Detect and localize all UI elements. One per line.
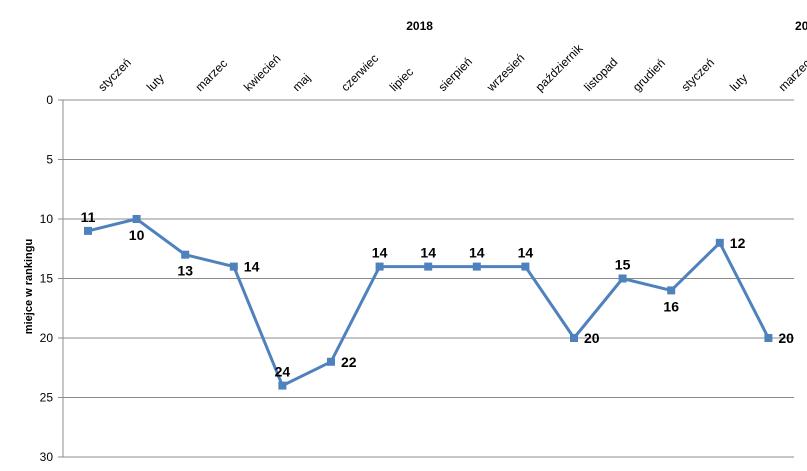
data-label: 14 [518, 245, 534, 261]
data-label: 20 [584, 330, 600, 346]
x-tick-label: lipiec [387, 65, 416, 94]
x-axis-tick-labels: styczeń luty marzec kwiecień maj czerwiec lipi… [95, 41, 807, 95]
y-axis-title: miejce w rankingu [23, 239, 35, 334]
data-label: 14 [244, 259, 260, 275]
data-point [229, 262, 238, 271]
data-point [715, 238, 724, 247]
series-markers [84, 215, 773, 390]
data-label: 14 [372, 245, 388, 261]
x-tick-label: grudień [630, 56, 668, 94]
year-label: 2018 [406, 19, 433, 33]
data-label: 24 [275, 364, 291, 380]
data-point [667, 286, 676, 295]
data-point [764, 334, 773, 342]
x-tick-label: czerwiec [338, 51, 381, 94]
data-point [181, 250, 190, 259]
data-label: 11 [81, 209, 96, 225]
year-labels: 2018 2019 [406, 19, 807, 33]
x-tick-label: marzec [192, 56, 230, 94]
year-label: 2019 [795, 19, 807, 33]
x-tick-label: luty [144, 71, 167, 94]
data-point [278, 381, 287, 390]
y-tick-label: 0 [46, 93, 53, 107]
data-point [327, 357, 335, 366]
data-label: 10 [129, 227, 145, 243]
data-label: 15 [615, 257, 631, 273]
x-tick-label: maj [290, 71, 314, 95]
data-point [84, 226, 92, 235]
x-tick-label: styczeń [95, 55, 134, 94]
data-label: 13 [177, 263, 193, 279]
data-label: 20 [778, 330, 794, 346]
y-tick-label: 5 [46, 153, 53, 167]
x-tick-label: luty [727, 71, 750, 94]
y-tick-label: 10 [40, 212, 54, 226]
data-label: 14 [420, 245, 436, 261]
x-tick-label: październik [533, 41, 587, 95]
data-point [424, 262, 433, 271]
x-tick-label: wrzesień [483, 51, 527, 95]
x-tick-label: styczeń [678, 55, 717, 94]
y-tick-label: 30 [40, 450, 54, 464]
data-point [521, 262, 530, 271]
y-axis-tick-labels: 0 5 10 15 20 25 30 [40, 93, 54, 464]
data-labels: 11 10 13 14 24 22 14 14 14 14 20 15 16 12 20 [81, 209, 795, 380]
data-label: 14 [469, 245, 485, 261]
gridlines [58, 99, 794, 458]
data-label: 16 [663, 298, 679, 314]
x-tick-label: kwiecień [241, 52, 283, 94]
y-tick-label: 25 [40, 391, 54, 405]
x-tick-label: sierpień [435, 55, 475, 95]
y-tick-label: 15 [40, 272, 54, 286]
y-tick-label: 20 [40, 331, 54, 345]
data-point [570, 334, 578, 342]
data-point [375, 262, 384, 271]
data-label: 12 [730, 235, 746, 251]
data-point [132, 215, 141, 223]
x-tick-label: listopad [581, 55, 620, 94]
x-tick-label: marzec [776, 56, 807, 94]
data-point [472, 262, 481, 271]
data-point [618, 274, 627, 283]
data-label: 22 [341, 354, 357, 370]
